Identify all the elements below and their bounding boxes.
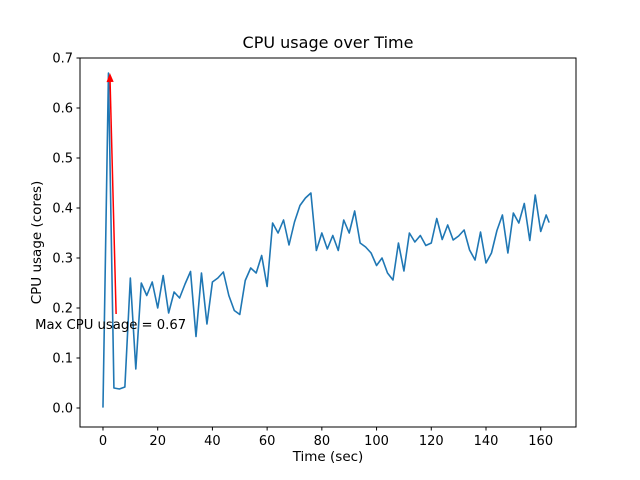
x-tick-label: 160	[528, 434, 553, 449]
y-tick-label: 0.4	[52, 202, 73, 217]
y-tick-label: 0.1	[52, 352, 73, 367]
cpu-usage-line-group	[102, 72, 550, 408]
y-tick-label: 0.2	[52, 302, 73, 317]
x-tick-label: 140	[474, 434, 499, 449]
cpu-usage-line	[102, 72, 550, 408]
y-axis-ticks: 0.0 0.1 0.2 0.3 0.4 0.5 0.6 0.7	[52, 52, 80, 417]
y-tick-label: 0.5	[52, 152, 73, 167]
chart-title: CPU usage over Time	[243, 33, 414, 52]
x-tick-label: 0	[99, 434, 107, 449]
y-axis-label: CPU usage (cores)	[29, 181, 45, 305]
x-tick-label: 40	[204, 434, 221, 449]
x-tick-label: 100	[364, 434, 389, 449]
y-tick-label: 0.7	[52, 52, 73, 67]
x-axis-label: Time (sec)	[292, 449, 364, 465]
x-tick-label: 80	[314, 434, 331, 449]
x-tick-label: 120	[419, 434, 444, 449]
max-cpu-annotation-text: Max CPU usage = 0.67	[35, 318, 186, 333]
y-tick-label: 0.3	[52, 252, 73, 267]
y-tick-label: 0.0	[52, 402, 73, 417]
x-tick-label: 60	[259, 434, 276, 449]
y-tick-label: 0.6	[52, 102, 73, 117]
annotation-arrow-shaft	[109, 81, 117, 315]
max-cpu-annotation-arrow	[106, 73, 117, 315]
plot-area-border	[79, 57, 577, 428]
x-tick-label: 20	[149, 434, 166, 449]
x-axis-ticks: 0 20 40 60 80 100 120 140 160	[99, 427, 553, 449]
annotation-arrowhead	[106, 73, 114, 83]
